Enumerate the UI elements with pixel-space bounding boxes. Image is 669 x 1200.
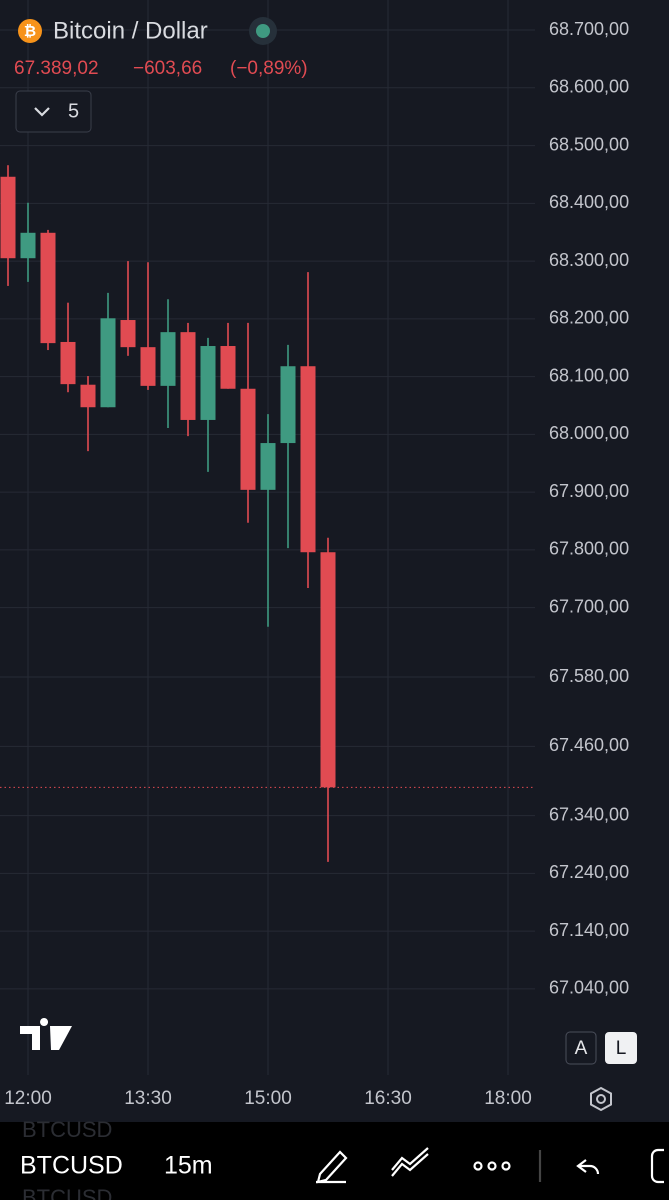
x-tick-label: 13:30: [124, 1088, 172, 1109]
y-tick-label: 67.900,00: [549, 481, 629, 501]
candle-body: [220, 346, 236, 389]
log-scale-label: L: [616, 1038, 627, 1059]
x-tick-label: 12:00: [4, 1088, 52, 1109]
y-tick-label: 68.100,00: [549, 365, 629, 385]
indicators-button[interactable]: [15, 90, 92, 133]
x-tick-label: 18:00: [484, 1088, 532, 1109]
candle-body: [0, 176, 16, 259]
ghost-symbol: BTCUSD: [22, 1185, 112, 1200]
toolbar: [0, 1122, 669, 1200]
y-tick-label: 68.600,00: [549, 77, 629, 97]
candle-body: [300, 366, 316, 553]
y-tick-label: 67.240,00: [549, 862, 629, 882]
symbol-title: Bitcoin / Dollar: [53, 17, 208, 44]
ghost-symbol: BTCUSD: [22, 1117, 112, 1142]
change: −603,66: [133, 58, 202, 79]
toolbar-icons: [316, 1147, 664, 1184]
y-tick-label: 68.500,00: [549, 134, 629, 154]
fullscreen-icon[interactable]: [650, 1148, 664, 1184]
y-tick-label: 68.300,00: [549, 250, 629, 270]
x-tick-label: 16:30: [364, 1088, 412, 1109]
indicator-count: 5: [68, 100, 79, 122]
candle-body: [160, 332, 176, 386]
y-tick-label: 67.040,00: [549, 978, 629, 998]
x-tick-label: 15:00: [244, 1088, 292, 1109]
more-dot: [487, 1161, 497, 1171]
tv-logo: [20, 1018, 72, 1050]
indicators-icon[interactable]: [391, 1147, 429, 1177]
y-tick-label: 67.140,00: [549, 920, 629, 940]
price: 67.389,02: [14, 58, 99, 79]
status-dot: [256, 24, 270, 38]
bitcoin-glyph: ₿: [24, 23, 36, 40]
log-scale-button[interactable]: [605, 1032, 637, 1064]
candle-body: [320, 552, 336, 788]
candle-body: [240, 388, 256, 490]
x-axis: 12:00 13:30 15:00 16:30 18:00: [4, 1088, 532, 1109]
y-tick-label: 67.700,00: [549, 596, 629, 616]
auto-scale-button[interactable]: [565, 1031, 597, 1065]
bitcoin-icon: [18, 19, 42, 43]
candles: [0, 165, 535, 862]
candle-body: [40, 232, 56, 344]
y-tick-label: 67.800,00: [549, 539, 629, 559]
y-axis: 68.700,00 68.600,00 68.500,00 68.400,00 68.3…: [549, 19, 629, 998]
draw-icon[interactable]: [316, 1150, 348, 1184]
toolbar-interval[interactable]: 15m: [164, 1152, 213, 1180]
y-tick-label: 67.340,00: [549, 804, 629, 824]
candle-body: [80, 384, 96, 408]
candle-body: [260, 443, 276, 490]
y-tick-label: 68.000,00: [549, 423, 629, 443]
y-tick-label: 68.400,00: [549, 192, 629, 212]
settings-icon-center: [596, 1094, 606, 1104]
y-tick-label: 67.460,00: [549, 735, 629, 755]
candle-body: [60, 341, 76, 385]
y-tick-label: 68.700,00: [549, 19, 629, 39]
more-dot: [501, 1161, 511, 1171]
y-tick-label: 68.200,00: [549, 308, 629, 328]
candle-body: [20, 232, 36, 259]
candle-body: [100, 318, 116, 408]
toolbar-symbol[interactable]: BTCUSD: [20, 1152, 123, 1180]
undo-icon[interactable]: [576, 1159, 600, 1175]
candle-body: [280, 366, 296, 444]
candle-body: [140, 347, 156, 386]
change-percent: (−0,89%): [230, 58, 308, 79]
candle-body: [180, 332, 196, 420]
y-tick-label: 67.580,00: [549, 666, 629, 686]
chevron: [34, 107, 50, 117]
auto-scale-label: A: [575, 1038, 588, 1059]
settings-icon[interactable]: [590, 1086, 612, 1112]
candle-body: [120, 320, 136, 348]
more-dot[interactable]: [473, 1161, 483, 1171]
candle-body: [200, 346, 216, 420]
